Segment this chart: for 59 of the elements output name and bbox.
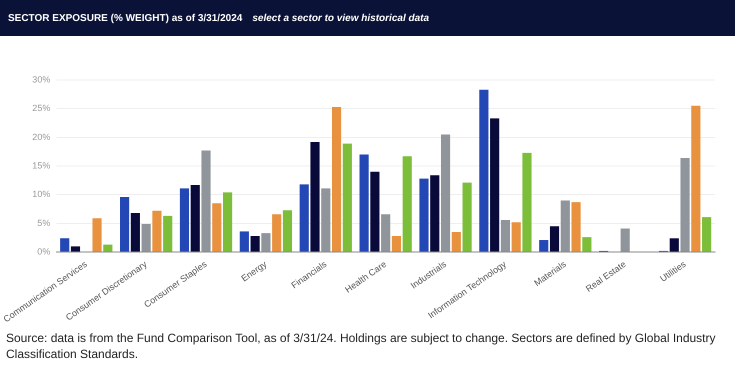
y-tick-label: 0% <box>37 246 50 257</box>
y-tick-label: 15% <box>32 160 50 171</box>
bar <box>522 152 532 252</box>
y-tick-label: 20% <box>32 132 50 142</box>
bar <box>190 184 200 252</box>
bar <box>163 216 172 252</box>
bar <box>500 220 510 252</box>
bar <box>360 154 369 252</box>
bar <box>120 197 130 252</box>
bar <box>261 233 270 252</box>
bar <box>300 184 309 252</box>
bar <box>539 240 548 252</box>
chart-title: SECTOR EXPOSURE (% WEIGHT) as of 3/31/2024 <box>8 12 242 24</box>
bar <box>430 175 440 252</box>
bar <box>70 246 80 252</box>
bar <box>201 150 211 252</box>
bar <box>479 90 488 252</box>
bar <box>440 134 450 252</box>
y-tick-label: 5% <box>37 218 50 228</box>
bar <box>680 158 690 252</box>
bar <box>582 237 592 252</box>
bar <box>462 182 472 252</box>
bar <box>130 213 140 252</box>
bar <box>490 118 500 252</box>
bar <box>92 218 102 252</box>
bar <box>250 236 260 252</box>
y-tick-label: 30% <box>32 74 50 84</box>
chart-subtitle: select a sector to view historical data <box>252 12 430 24</box>
bar <box>223 192 232 252</box>
bar <box>332 106 342 252</box>
bar <box>310 142 320 252</box>
bar <box>452 232 461 252</box>
bar <box>392 236 402 252</box>
source-note: Source: data is from the Fund Comparison Tool, as of 3/31/24. Holdings are subject to change. Sectors are defined by Global Industry Classification Standards. <box>5 330 717 362</box>
bar <box>572 202 581 252</box>
bar <box>670 238 679 252</box>
bar <box>381 214 390 252</box>
bar <box>60 238 70 252</box>
bar <box>691 106 700 252</box>
y-tick-label: 25% <box>32 103 50 114</box>
bar <box>103 244 112 252</box>
bar <box>370 172 380 252</box>
bar <box>142 224 151 252</box>
bar <box>419 178 429 252</box>
bar <box>212 203 222 252</box>
bar <box>282 210 292 252</box>
bar <box>152 210 162 252</box>
bar <box>180 188 190 252</box>
bar <box>620 228 630 252</box>
bar <box>272 214 282 252</box>
bar <box>560 200 570 252</box>
bar <box>550 226 560 252</box>
bar <box>342 144 352 252</box>
bar <box>512 222 521 252</box>
bar <box>402 156 412 252</box>
bar <box>240 231 249 252</box>
y-tick-label: 10% <box>32 189 50 200</box>
bar <box>321 188 330 252</box>
bar <box>702 217 712 252</box>
